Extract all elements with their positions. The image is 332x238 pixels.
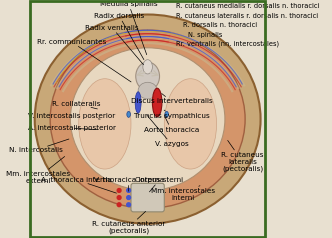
Text: Radix dorsalis: Radix dorsalis: [94, 13, 144, 60]
Text: Rr. communicantes: Rr. communicantes: [37, 39, 131, 82]
Text: V. azygos: V. azygos: [147, 115, 188, 147]
Text: Aorta thoracica: Aorta thoracica: [144, 116, 199, 133]
Text: R. dorsalis n. thoracici: R. dorsalis n. thoracici: [183, 22, 257, 28]
Circle shape: [117, 188, 121, 192]
Text: A. intercostalis posterior: A. intercostalis posterior: [28, 125, 116, 131]
Text: Mm. intercostales
externi: Mm. intercostales externi: [6, 157, 70, 184]
Text: Radix ventralis: Radix ventralis: [85, 25, 143, 65]
Text: Medulla spinalis: Medulla spinalis: [100, 1, 157, 55]
Circle shape: [117, 203, 121, 207]
Text: Corpus sterni: Corpus sterni: [135, 177, 184, 192]
Text: R. cutaneus medialis r. dorsalis n. thoracici: R. cutaneus medialis r. dorsalis n. thor…: [176, 3, 319, 9]
Ellipse shape: [165, 111, 168, 117]
Ellipse shape: [143, 60, 152, 74]
Ellipse shape: [135, 92, 141, 113]
Circle shape: [127, 203, 130, 207]
FancyBboxPatch shape: [131, 183, 164, 212]
Text: N. intercostalis: N. intercostalis: [9, 139, 69, 153]
Text: V. intercostalis posterior: V. intercostalis posterior: [28, 113, 115, 119]
Text: R. cutaneus
lateralis
(pectoralis): R. cutaneus lateralis (pectoralis): [221, 140, 264, 172]
Text: Mm. intercostales
interni: Mm. intercostales interni: [151, 186, 215, 201]
Circle shape: [127, 196, 130, 199]
Text: R. cutaneus anterior
(pectoralis): R. cutaneus anterior (pectoralis): [92, 211, 165, 234]
Text: Rr. ventralis (nn. intercostales): Rr. ventralis (nn. intercostales): [176, 41, 279, 48]
Ellipse shape: [79, 79, 131, 169]
Ellipse shape: [138, 82, 157, 99]
Ellipse shape: [35, 15, 261, 224]
Ellipse shape: [70, 48, 225, 190]
Ellipse shape: [136, 62, 160, 91]
Ellipse shape: [50, 30, 245, 208]
Text: V. thoracica interna: V. thoracica interna: [94, 177, 164, 191]
Text: R. collateralis: R. collateralis: [52, 101, 101, 109]
Circle shape: [117, 196, 121, 199]
Text: A. thoracica interna: A. thoracica interna: [41, 177, 117, 193]
Ellipse shape: [164, 79, 216, 169]
Text: R. cutaneus lateralis r. dorsalis n. thoracici: R. cutaneus lateralis r. dorsalis n. tho…: [176, 13, 318, 19]
Text: N. spinalis: N. spinalis: [188, 32, 222, 38]
Ellipse shape: [152, 88, 162, 117]
Text: Discus intervertebralis: Discus intervertebralis: [130, 94, 212, 104]
Text: Truncus sympathicus: Truncus sympathicus: [133, 110, 209, 119]
Circle shape: [127, 188, 130, 192]
Ellipse shape: [127, 111, 130, 117]
